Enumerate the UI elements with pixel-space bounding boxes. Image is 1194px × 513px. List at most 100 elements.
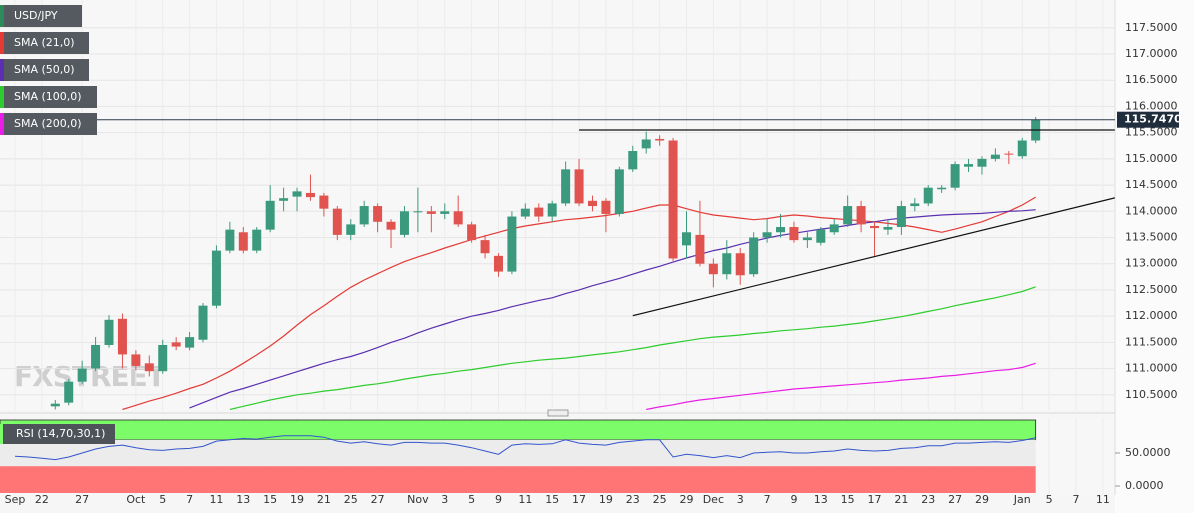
legend-label: SMA (21,0) [14, 36, 75, 49]
candle-body [977, 158, 987, 167]
rsi-label: RSI (14,70,30,1) [16, 427, 105, 440]
candle-body [332, 208, 342, 235]
candle-body [319, 195, 329, 209]
x-tick-label: 13 [814, 493, 828, 506]
candle-body [856, 206, 866, 225]
candle-body [480, 240, 490, 254]
y-tick-label: 113.5000 [1125, 231, 1178, 244]
candle-body [628, 150, 638, 170]
last-price-label: 115.7470 [1124, 113, 1182, 126]
candle-body [708, 263, 718, 275]
sma-line [189, 209, 1036, 409]
legend-label: SMA (200,0) [14, 117, 82, 130]
candle-body [668, 140, 678, 259]
y-tick-label: 116.5000 [1125, 73, 1178, 86]
last-price-tag [1117, 111, 1179, 128]
candle-body [655, 138, 665, 141]
candle-body [682, 232, 691, 246]
candle-body [426, 211, 436, 214]
candle-body [829, 224, 839, 233]
candle-body [440, 211, 450, 214]
neutral-band [0, 439, 1036, 467]
candle-body [131, 354, 141, 366]
x-tick-label: Oct [126, 493, 146, 506]
candle-body [937, 187, 947, 190]
x-tick-label: 19 [599, 493, 613, 506]
candle-body [238, 232, 248, 251]
candle-body [802, 237, 812, 241]
axis-panel [1115, 0, 1194, 513]
y-tick-label: 116.0000 [1125, 99, 1178, 112]
x-tick-label: 5 [1046, 493, 1053, 506]
y-tick-label: 111.0000 [1125, 362, 1178, 375]
x-tick-label: 5 [159, 493, 166, 506]
x-tick-label: 3 [737, 493, 744, 506]
legend-swatch [0, 59, 4, 81]
price-panel [0, 0, 1115, 410]
legend-box[interactable] [0, 113, 97, 135]
rsi-tick-label: 0.0000 [1125, 479, 1164, 492]
legend-box[interactable] [0, 59, 89, 81]
x-tick-label: 7 [1072, 493, 1079, 506]
legend-swatch [0, 86, 4, 108]
candle-body [762, 232, 772, 238]
watermark: FXSTREET [14, 360, 166, 393]
x-tick-label: 17 [572, 493, 586, 506]
candle-body [749, 237, 759, 275]
x-tick-label: 15 [841, 493, 855, 506]
candle-body [735, 253, 745, 276]
candle-body [816, 229, 826, 243]
legend-swatch [0, 113, 4, 135]
candle-body [870, 225, 880, 229]
x-tick-label: 11 [1096, 493, 1110, 506]
candle-body [77, 368, 87, 382]
y-tick-label: 115.0000 [1125, 152, 1178, 165]
x-tick-label: 23 [921, 493, 935, 506]
candle-body [144, 363, 154, 372]
candle-body [964, 164, 974, 167]
legend-label: SMA (50,0) [14, 63, 75, 76]
x-tick-label: 21 [894, 493, 908, 506]
x-tick-label: 15 [263, 493, 277, 506]
candle-body [64, 381, 74, 403]
legend-box[interactable] [0, 5, 82, 27]
x-tick-label: 25 [653, 493, 667, 506]
x-tick-label: Sep [5, 493, 26, 506]
candle-body [158, 344, 168, 372]
legend-box[interactable] [0, 86, 97, 108]
x-tick-label: 7 [186, 493, 193, 506]
candle-body [252, 229, 262, 251]
candle-body [950, 164, 960, 188]
candle-body [896, 206, 906, 228]
candle-body [279, 198, 289, 201]
candle-body [373, 206, 383, 222]
candle-body [104, 319, 114, 345]
y-tick-label: 112.5000 [1125, 283, 1178, 296]
candle-body [50, 403, 60, 407]
x-tick-label: 27 [75, 493, 89, 506]
candle-body [574, 169, 584, 204]
x-tick-label: 11 [209, 493, 223, 506]
candle-body [601, 200, 611, 214]
y-tick-label: 110.5000 [1125, 388, 1178, 401]
candle-body [453, 211, 463, 225]
candle-body [587, 200, 597, 207]
candle-body [534, 207, 544, 217]
resize-handle[interactable] [547, 409, 569, 417]
candle-body [722, 253, 732, 275]
candle-body [1004, 153, 1014, 155]
candle-body [225, 229, 235, 251]
x-tick-label: 15 [545, 493, 559, 506]
rsi-tick-label: 50.0000 [1125, 446, 1171, 459]
rsi-label-box [0, 424, 115, 444]
legend-box[interactable] [0, 32, 89, 54]
y-tick-label: 112.0000 [1125, 309, 1178, 322]
x-tick-label: Dec [703, 493, 724, 506]
candle-body [547, 203, 557, 217]
rsi-label-strip [0, 424, 3, 444]
overbought-band [0, 419, 1037, 441]
candle-body [346, 224, 356, 235]
y-tick-label: 113.0000 [1125, 257, 1178, 270]
x-tick-label: 19 [290, 493, 304, 506]
x-tick-label: 27 [371, 493, 385, 506]
